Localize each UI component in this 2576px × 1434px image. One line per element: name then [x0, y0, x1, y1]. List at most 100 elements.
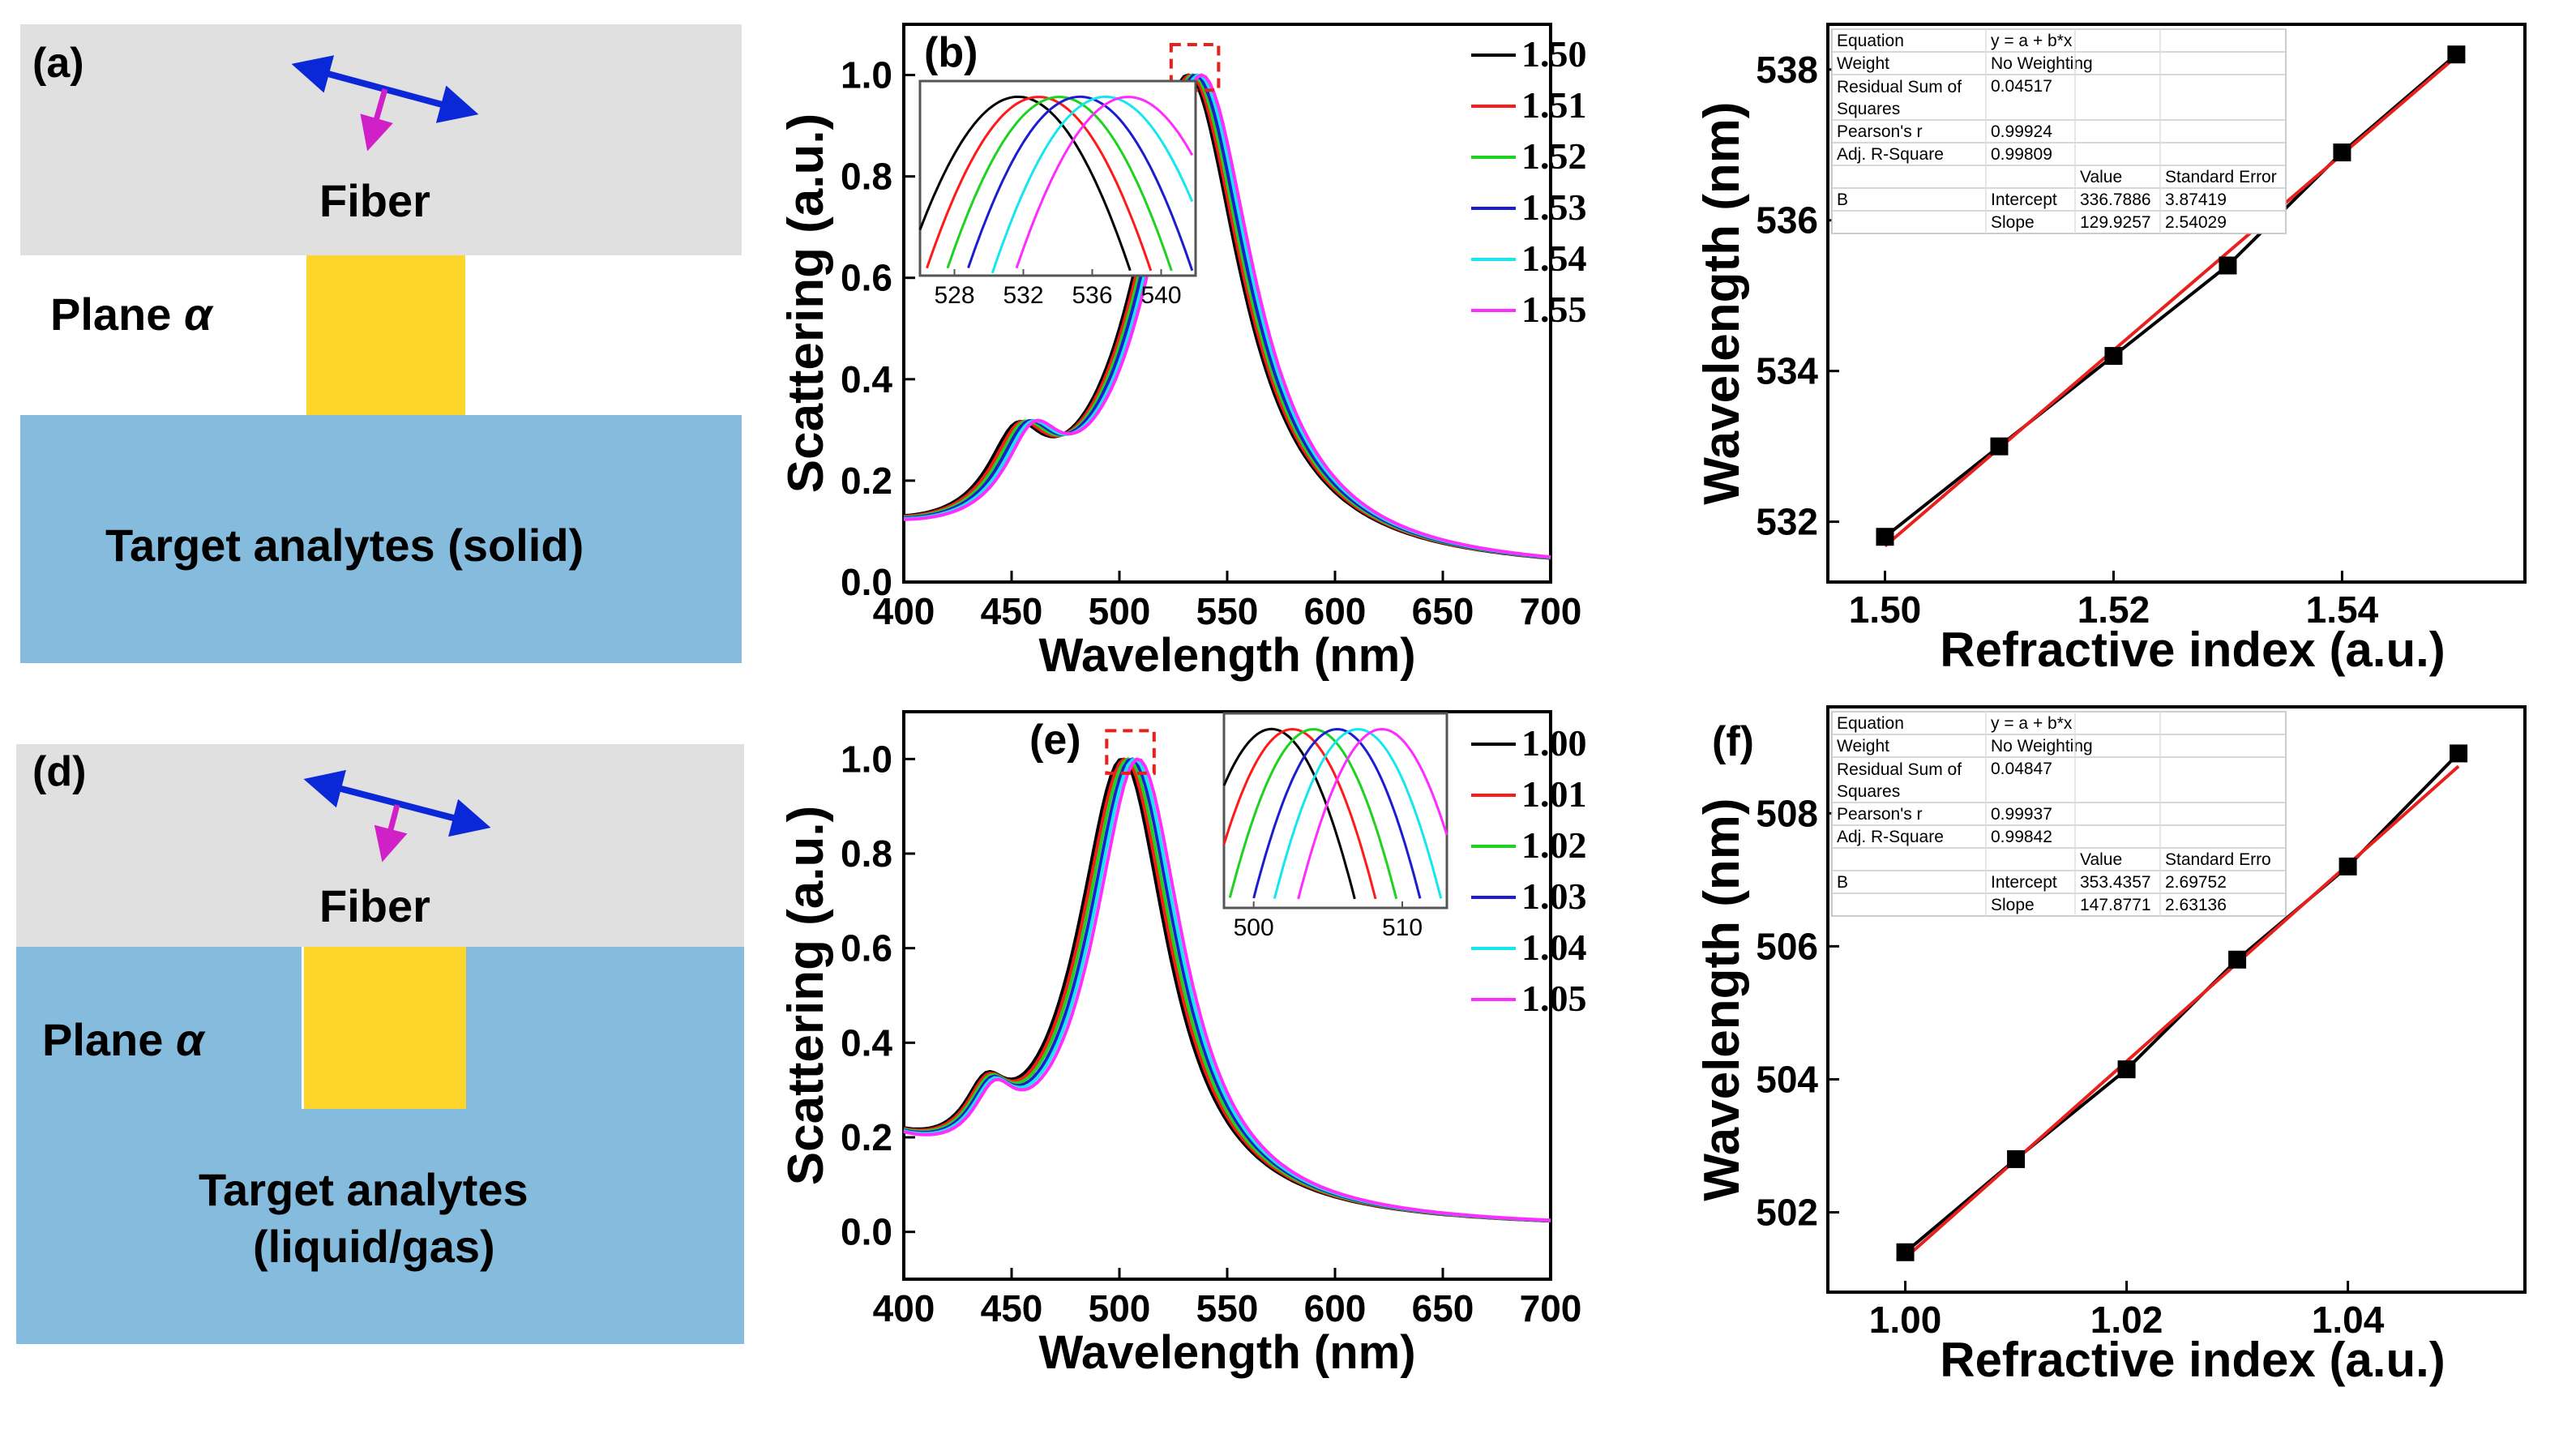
inset-series-1.54 — [991, 95, 1194, 274]
x-tick-label: 1.04 — [2312, 1299, 2385, 1341]
x-tick-label: 500 — [1089, 590, 1151, 632]
y-tick-label: 0.6 — [841, 257, 892, 299]
fit-table-cell: B — [1837, 190, 1848, 209]
y-axis-label: Wavelength (nm) — [1694, 101, 1750, 504]
linear-fit-line — [1884, 55, 2458, 548]
fit-table-cell: Pearson's r — [1837, 805, 1923, 824]
fit-table-cell: 2.63136 — [2165, 896, 2227, 914]
fit-table-cell: Residual Sum of Squares — [1837, 78, 1962, 118]
inset-x-tick-label: 540 — [1140, 282, 1181, 309]
fit-table-cell: Slope — [1991, 213, 2035, 232]
fit-table-cell: Value — [2080, 168, 2122, 186]
spectrum-series-1.05 — [903, 757, 1551, 1222]
polarization-arrows — [291, 55, 479, 152]
fiber-label: Fiber — [319, 880, 430, 931]
fit-table-cell-line: Residual Sum of — [1837, 78, 1962, 96]
analyte-region — [20, 415, 742, 663]
data-point — [2117, 1060, 2136, 1079]
y-axis-label: Scattering (a.u.) — [778, 806, 834, 1186]
y-tick-label: 508 — [1756, 792, 1818, 834]
x-axis-label: Wavelength (nm) — [1038, 629, 1415, 682]
plane-symbol: α — [175, 1014, 204, 1065]
fit-table-cell: Standard Error — [2165, 168, 2277, 186]
k-vector-arrow — [374, 804, 408, 863]
inset-x-tick-label: 500 — [1234, 914, 1274, 941]
x-tick-label: 500 — [1089, 1287, 1151, 1329]
linear-fit-chart-f: 1.00 1.02 1.04 502 504 506 508 Refractive index… — [1694, 705, 2527, 1387]
fit-table-cell: 0.99924 — [1991, 122, 2052, 141]
fit-table-cell: 147.8771 — [2080, 896, 2151, 914]
scattering-spectra-chart-b: 400 450 500 550 600 650 700 0.0 0.2 0.4 0.6 0.8 1.0 W… — [778, 23, 1587, 682]
legend-label: 1.52 — [1521, 135, 1587, 177]
y-tick-label: 1.0 — [841, 738, 892, 780]
spectrum-series-1.55 — [903, 73, 1551, 559]
fit-table-cell: Equation — [1837, 32, 1904, 50]
data-point — [1896, 1243, 1915, 1261]
inset-series-1.01 — [1222, 727, 1377, 900]
fit-table-cell: Weight — [1837, 54, 1889, 73]
fit-table-cell-line: Squares — [1837, 100, 1900, 118]
x-axis-label: Refractive index (a.u.) — [1940, 1333, 2445, 1387]
inset-x-tick-label: 532 — [1003, 282, 1043, 309]
panel-letter: (f) — [1712, 718, 1754, 765]
inset-series-1.03 — [1252, 727, 1422, 899]
fit-table-cell: 0.99809 — [1991, 145, 2052, 164]
fit-table — [1831, 711, 2287, 917]
y-tick-label: 0.2 — [841, 1116, 892, 1158]
plane-text: Plane — [50, 289, 172, 340]
inset-series-1.02 — [1228, 728, 1398, 900]
x-tick-label: 550 — [1196, 1287, 1259, 1329]
k-vector-arrow — [360, 88, 393, 152]
data-point — [2219, 256, 2237, 275]
analyte-label-line2: (liquid/gas) — [253, 1221, 495, 1272]
inset-x-tick-label: 536 — [1072, 282, 1112, 309]
fit-table-cell: Value — [2080, 850, 2122, 869]
fit-table-cell: Residual Sum of Squares — [1837, 760, 1962, 801]
e-field-arrow — [303, 769, 491, 837]
fit-table-cell: 0.04847 — [1991, 760, 2052, 778]
fit-table-cell: Adj. R-Square — [1837, 828, 1944, 846]
legend-label: 1.04 — [1521, 927, 1587, 968]
y-tick-label: 0.2 — [841, 460, 892, 502]
fit-table-cell-line: Squares — [1837, 782, 1900, 801]
gold-nanostructure — [306, 255, 465, 415]
plot-frame — [1826, 23, 2527, 584]
panel-letter: (b) — [924, 29, 978, 76]
fit-table-cell: 353.4357 — [2080, 873, 2151, 892]
y-axis-label: Wavelength (nm) — [1694, 798, 1750, 1201]
fit-table-cell-line: Residual Sum of — [1837, 760, 1962, 779]
y-tick-label: 502 — [1756, 1192, 1818, 1234]
fit-table-cell: Weight — [1837, 737, 1889, 756]
fit-table-cell: Intercept — [1991, 190, 2057, 209]
inset-series-1.52 — [946, 96, 1173, 272]
legend-label: 1.00 — [1521, 722, 1587, 764]
x-tick-label: 700 — [1520, 590, 1582, 632]
x-tick-label: 1.02 — [2090, 1299, 2163, 1341]
peak-highlight-box — [1105, 729, 1156, 775]
x-axis-label: Wavelength (nm) — [1038, 1326, 1415, 1379]
legend-label: 1.02 — [1521, 824, 1587, 866]
x-tick-label: 550 — [1196, 590, 1259, 632]
legend-label: 1.54 — [1521, 238, 1587, 279]
panel-letter: (e) — [1029, 717, 1081, 764]
inset-series-1.55 — [1015, 96, 1194, 269]
data-point — [2007, 1149, 2026, 1168]
fit-table-cell: 2.54029 — [2165, 213, 2227, 232]
fit-table-cell: Slope — [1991, 896, 2035, 914]
panel-d-letter: (d) — [32, 748, 87, 795]
gold-nanostructure — [302, 947, 466, 1109]
data-point — [2450, 744, 2468, 763]
panel-a-letter: (a) — [32, 40, 84, 87]
fit-table-cell: Standard Erro — [2165, 850, 2271, 869]
y-tick-label: 0.8 — [841, 833, 892, 875]
y-tick-label: 0.6 — [841, 927, 892, 970]
y-tick-label: 0.8 — [841, 156, 892, 198]
y-tick-label: 0.0 — [841, 1211, 892, 1253]
linear-fit-line — [1904, 764, 2460, 1260]
x-tick-label: 650 — [1412, 590, 1474, 632]
y-tick-label: 0.0 — [841, 561, 892, 603]
legend-label: 1.50 — [1521, 33, 1587, 75]
data-point — [2333, 143, 2351, 162]
y-tick-label: 538 — [1756, 49, 1818, 91]
data-point — [1990, 437, 2009, 456]
